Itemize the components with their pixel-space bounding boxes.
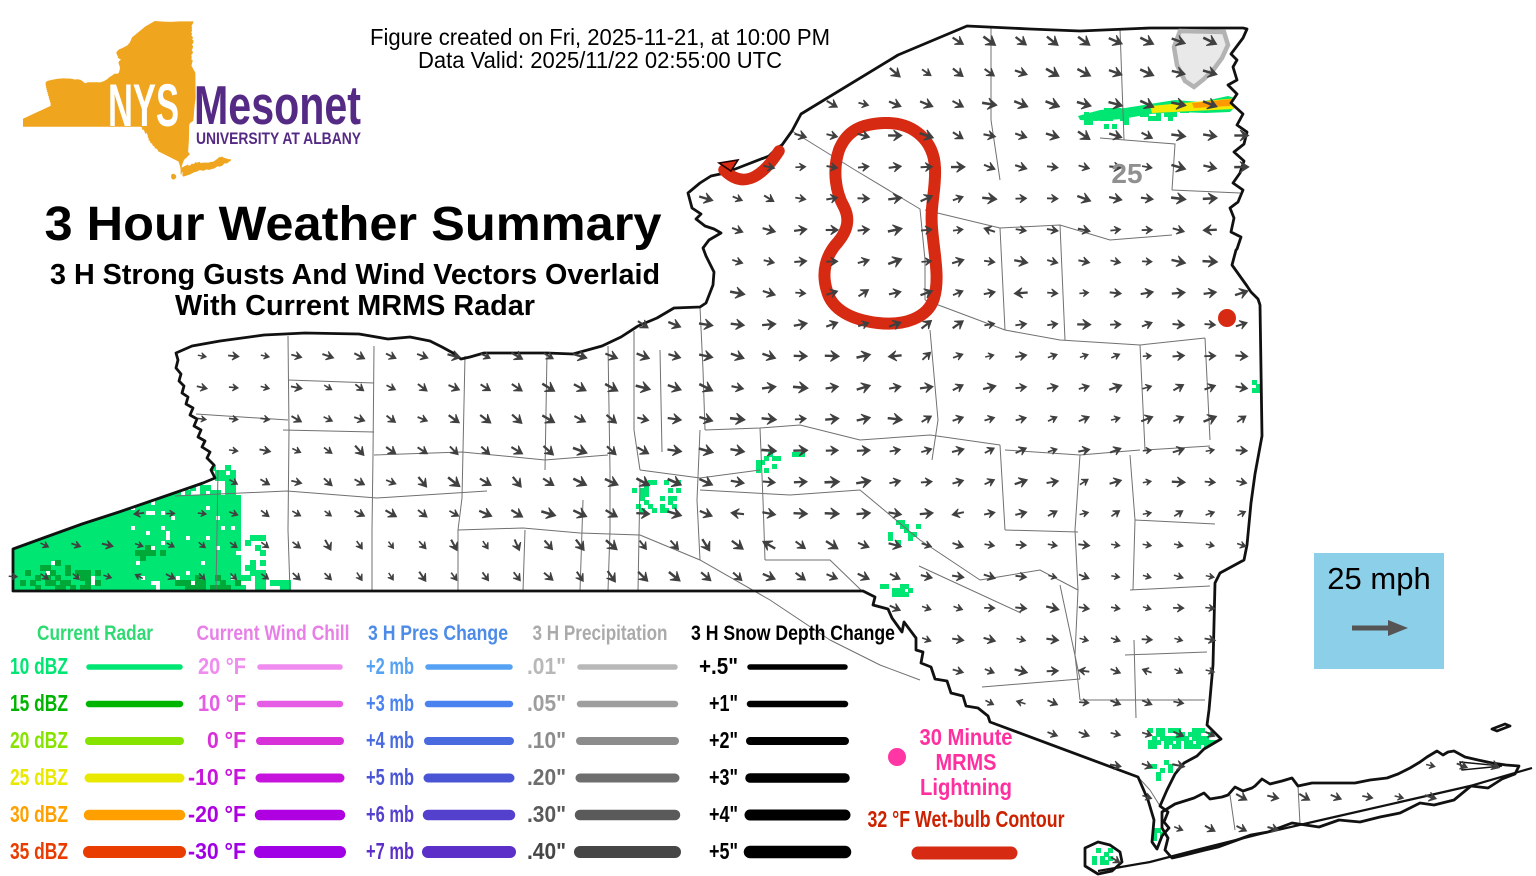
svg-text:Figure created on Fri, 2025-11: Figure created on Fri, 2025-11-21, at 10… — [370, 24, 830, 50]
svg-text:3 Hour Weather Summary: 3 Hour Weather Summary — [45, 198, 662, 251]
svg-text:+2": +2" — [709, 727, 738, 753]
svg-text:+5 mb: +5 mb — [366, 764, 414, 790]
svg-text:NYS: NYS — [108, 72, 179, 139]
svg-text:+6 mb: +6 mb — [366, 801, 414, 827]
svg-text:.40": .40" — [527, 838, 566, 864]
svg-text:Lightning: Lightning — [920, 774, 1012, 800]
svg-text:-30 °F: -30 °F — [188, 838, 246, 864]
svg-text:20 dBZ: 20 dBZ — [10, 727, 68, 753]
svg-text:.20": .20" — [527, 764, 566, 790]
svg-text:3 H Snow Depth Change: 3 H Snow Depth Change — [691, 621, 895, 645]
svg-text:25 mph: 25 mph — [1327, 561, 1430, 596]
svg-text:+4": +4" — [709, 801, 738, 827]
svg-text:+2 mb: +2 mb — [366, 653, 414, 679]
svg-text:+4 mb: +4 mb — [366, 727, 414, 753]
svg-text:+3 mb: +3 mb — [366, 690, 414, 716]
svg-text:-10 °F: -10 °F — [188, 764, 246, 790]
svg-text:+1": +1" — [709, 690, 738, 716]
svg-text:25 dBZ: 25 dBZ — [10, 764, 68, 790]
svg-text:+5": +5" — [709, 838, 738, 864]
svg-text:30 dBZ: 30 dBZ — [10, 801, 68, 827]
svg-text:.30": .30" — [527, 801, 566, 827]
svg-text:+3": +3" — [709, 764, 738, 790]
svg-text:3 H Precipitation: 3 H Precipitation — [533, 621, 668, 645]
svg-text:MRMS: MRMS — [936, 749, 997, 775]
svg-text:Current Wind Chill: Current Wind Chill — [197, 621, 350, 645]
svg-text:Mesonet: Mesonet — [194, 74, 361, 136]
svg-text:25: 25 — [1111, 158, 1142, 189]
svg-text:3 H Pres Change: 3 H Pres Change — [368, 621, 508, 645]
svg-text:Current Radar: Current Radar — [37, 621, 154, 645]
svg-text:10 °F: 10 °F — [198, 690, 246, 716]
svg-text:32 °F Wet-bulb Contour: 32 °F Wet-bulb Contour — [868, 806, 1065, 832]
svg-text:20 °F: 20 °F — [198, 653, 246, 679]
svg-text:UNIVERSITY AT ALBANY: UNIVERSITY AT ALBANY — [196, 129, 362, 148]
svg-text:With Current MRMS Radar: With Current MRMS Radar — [175, 290, 535, 322]
svg-text:10 dBZ: 10 dBZ — [10, 653, 68, 679]
svg-text:0 °F: 0 °F — [207, 727, 246, 753]
svg-text:+7 mb: +7 mb — [366, 838, 414, 864]
svg-text:15 dBZ: 15 dBZ — [10, 690, 68, 716]
svg-text:3 H Strong Gusts And Wind Vect: 3 H Strong Gusts And Wind Vectors Overla… — [50, 259, 660, 291]
svg-text:35 dBZ: 35 dBZ — [10, 838, 68, 864]
svg-text:.10": .10" — [527, 727, 566, 753]
svg-text:-20 °F: -20 °F — [188, 801, 246, 827]
svg-text:30 Minute: 30 Minute — [920, 724, 1013, 750]
svg-text:+.5": +.5" — [699, 653, 738, 679]
svg-text:.05": .05" — [527, 690, 566, 716]
svg-text:Data Valid: 2025/11/22 02:55:0: Data Valid: 2025/11/22 02:55:00 UTC — [418, 47, 782, 73]
svg-text:.01": .01" — [527, 653, 566, 679]
